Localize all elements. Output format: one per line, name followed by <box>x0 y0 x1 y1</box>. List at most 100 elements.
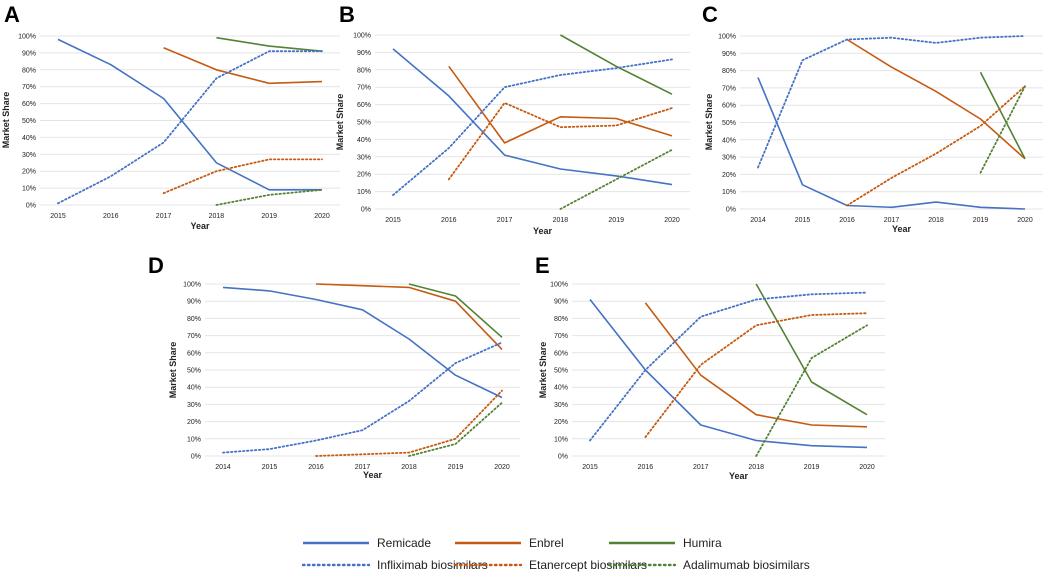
x-tick-label: 2018 <box>401 464 417 471</box>
series-line-enbrel <box>846 38 1026 160</box>
y-tick-label: 50% <box>722 120 736 127</box>
y-tick-label: 100% <box>183 282 201 289</box>
x-tick-label: 2019 <box>973 217 989 224</box>
x-tick-label: 2014 <box>750 217 766 224</box>
y-tick-label: 90% <box>554 299 568 306</box>
y-tick-label: 50% <box>554 368 568 375</box>
legend-item-enbrel: Enbrel <box>455 536 564 550</box>
x-tick-label: 2020 <box>494 464 510 471</box>
y-tick-label: 80% <box>722 68 736 75</box>
y-tick-label: 0% <box>558 454 568 461</box>
series-line-adalimumab-biosimilars <box>215 188 323 206</box>
series-line-humira <box>560 34 673 95</box>
x-tick-label: 2016 <box>839 217 855 224</box>
y-tick-label: 0% <box>26 203 36 210</box>
x-tick-label: 2016 <box>308 464 324 471</box>
y-tick-label: 100% <box>718 34 736 41</box>
x-tick-label: 2019 <box>804 464 820 471</box>
y-axis-title: Market Share <box>704 94 714 151</box>
y-axis-title: Market Share <box>335 94 345 151</box>
series-line-enbrel <box>448 65 673 144</box>
y-tick-label: 40% <box>22 135 36 142</box>
legend-label: Infliximab biosimilars <box>377 558 488 572</box>
x-tick-label: 2018 <box>748 464 764 471</box>
y-axis-title: Market Share <box>1 92 11 149</box>
x-tick-label: 2019 <box>448 464 464 471</box>
chart-panel-c: C 0% 10% 20% 30% 40% 50% 60% 70% 80% 90% 100% 2014 20… <box>702 2 1043 234</box>
y-tick-label: 10% <box>554 436 568 443</box>
x-tick-label: 2020 <box>859 464 875 471</box>
x-tick-label: 2016 <box>441 217 457 224</box>
series-line-adalimumab-biosimilars <box>755 324 868 457</box>
x-tick-label: 2017 <box>156 213 172 220</box>
y-tick-label: 30% <box>554 402 568 409</box>
legend-label: Adalimumab biosimilars <box>683 558 810 572</box>
series-line-adalimumab-biosimilars <box>408 401 503 457</box>
series-line-remicade <box>589 299 868 449</box>
series-line-etanercept-biosimilars <box>644 312 868 439</box>
legend-label: Enbrel <box>529 536 564 550</box>
y-tick-label: 60% <box>187 350 201 357</box>
x-tick-label: 2015 <box>385 217 401 224</box>
series-line-infliximab-biosimilars <box>589 291 868 442</box>
y-tick-label: 70% <box>722 85 736 92</box>
y-tick-label: 50% <box>357 120 371 127</box>
x-axis-title: Year <box>892 224 912 234</box>
x-tick-label: 2020 <box>1017 217 1033 224</box>
y-tick-label: 10% <box>22 186 36 193</box>
legend-label: Humira <box>683 536 722 550</box>
chart-panel-d: D 0% 10% 20% 30% 40% 50% 60% 70% 80% 90% 100% 2014 20… <box>148 253 520 480</box>
series-line-infliximab-biosimilars <box>222 341 503 454</box>
y-tick-label: 70% <box>554 333 568 340</box>
panel-label: E <box>535 253 550 278</box>
y-tick-label: 20% <box>357 172 371 179</box>
y-tick-label: 40% <box>187 385 201 392</box>
x-tick-label: 2018 <box>209 213 225 220</box>
y-tick-label: 50% <box>22 118 36 125</box>
y-tick-label: 30% <box>22 152 36 159</box>
y-tick-label: 80% <box>22 67 36 74</box>
legend-item-infliximab-biosimilars: Infliximab biosimilars <box>301 558 488 572</box>
series-line-etanercept-biosimilars <box>846 85 1026 207</box>
y-tick-label: 60% <box>357 102 371 109</box>
y-tick-label: 40% <box>357 137 371 144</box>
y-tick-label: 90% <box>187 299 201 306</box>
y-tick-label: 20% <box>554 419 568 426</box>
y-tick-label: 90% <box>357 50 371 57</box>
y-tick-label: 80% <box>187 316 201 323</box>
y-tick-label: 80% <box>357 67 371 74</box>
x-axis-title: Year <box>190 221 210 231</box>
y-tick-label: 40% <box>722 137 736 144</box>
y-axis-title: Market Share <box>538 342 548 399</box>
legend-label: Etanercept biosimilars <box>529 558 647 572</box>
series-line-enbrel <box>644 302 868 428</box>
legend-item-humira: Humira <box>609 536 722 550</box>
y-tick-label: 90% <box>22 50 36 57</box>
y-tick-label: 0% <box>191 454 201 461</box>
panel-label: D <box>148 253 164 278</box>
y-tick-label: 50% <box>187 368 201 375</box>
x-tick-label: 2019 <box>608 217 624 224</box>
x-tick-label: 2015 <box>50 213 66 220</box>
y-tick-label: 100% <box>18 34 36 41</box>
series-line-humira <box>216 36 323 52</box>
x-tick-label: 2014 <box>215 464 231 471</box>
series-line-remicade <box>222 286 503 399</box>
y-tick-label: 60% <box>554 350 568 357</box>
series-line-humira <box>979 71 1026 160</box>
y-tick-label: 70% <box>22 84 36 91</box>
y-tick-label: 30% <box>722 155 736 162</box>
y-tick-label: 40% <box>554 385 568 392</box>
x-tick-label: 2015 <box>262 464 278 471</box>
series-line-infliximab-biosimilars <box>757 35 1026 169</box>
x-tick-label: 2018 <box>928 217 944 224</box>
y-tick-label: 30% <box>357 154 371 161</box>
y-axis-title: Market Share <box>168 342 178 399</box>
x-tick-label: 2020 <box>664 217 680 224</box>
panel-label: C <box>702 2 718 27</box>
legend-label: Remicade <box>377 536 431 550</box>
y-tick-label: 20% <box>22 169 36 176</box>
series-line-adalimumab-biosimilars <box>559 148 673 210</box>
y-tick-label: 10% <box>357 189 371 196</box>
